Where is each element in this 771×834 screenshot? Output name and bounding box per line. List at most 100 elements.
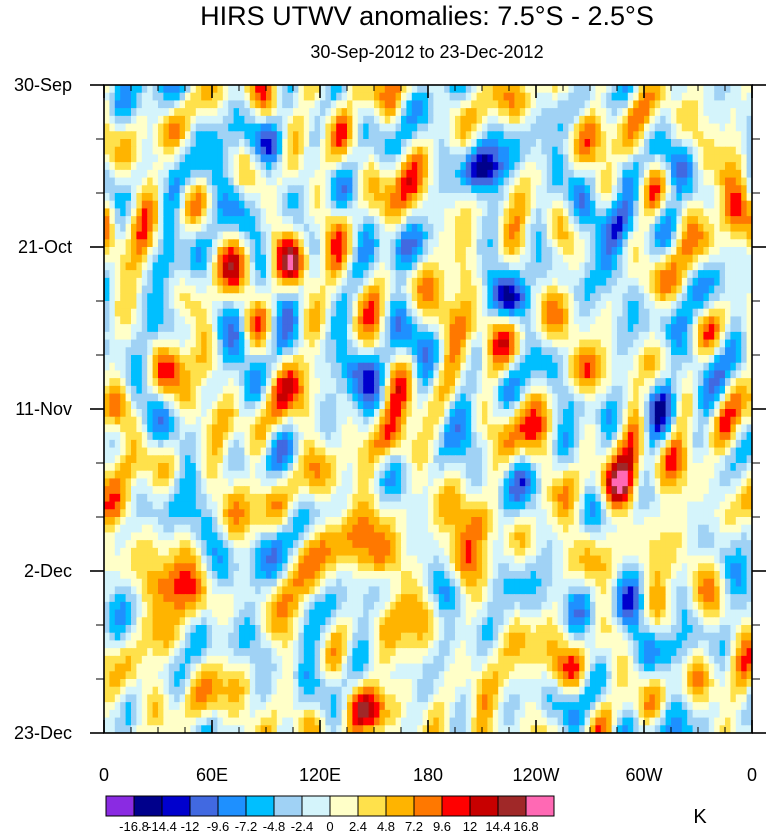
heatmap-cell (158, 247, 164, 256)
heatmap-cell (698, 131, 704, 140)
heatmap-cell (660, 347, 667, 356)
heatmap-cell (422, 254, 429, 264)
heatmap-cell (644, 293, 650, 302)
heatmap-cell (460, 100, 467, 109)
heatmap-cell (293, 385, 299, 395)
heatmap-cell (692, 231, 699, 240)
heatmap-cell (735, 293, 742, 302)
heatmap-cell (379, 223, 386, 233)
heatmap-cell (606, 254, 613, 264)
heatmap-cell (271, 193, 278, 202)
heatmap-cell (212, 270, 218, 279)
heatmap-cell (206, 108, 213, 117)
heatmap-cell (622, 223, 629, 233)
heatmap-cell (222, 347, 229, 356)
heatmap-cell (239, 324, 245, 333)
heatmap-cell (260, 92, 267, 102)
heatmap-cell (611, 177, 618, 186)
heatmap-cell (730, 339, 737, 348)
heatmap-cell (428, 301, 434, 310)
heatmap-cell (536, 277, 542, 287)
heatmap-cell (671, 277, 677, 287)
heatmap-cell (357, 108, 364, 117)
heatmap-cell (460, 115, 467, 125)
heatmap-cell (244, 231, 251, 240)
heatmap-cell (190, 324, 197, 333)
heatmap-cell (141, 293, 148, 302)
heatmap-cell (482, 154, 488, 163)
heatmap-cell (654, 331, 661, 341)
heatmap-cell (303, 100, 310, 109)
heatmap-cell (725, 123, 731, 132)
heatmap-cell (168, 277, 175, 287)
heatmap-cell (114, 169, 121, 179)
heatmap-cell (671, 216, 677, 225)
heatmap-cell (741, 347, 748, 356)
heatmap-cell (509, 123, 515, 132)
heatmap-cell (525, 200, 532, 210)
heatmap-cell (179, 100, 186, 109)
heatmap-cell (179, 370, 186, 379)
heatmap-cell (746, 146, 752, 156)
heatmap-cell (314, 362, 321, 372)
heatmap-cell (514, 254, 521, 264)
heatmap-cell (622, 162, 629, 171)
heatmap-cell (649, 208, 656, 217)
heatmap-cell (293, 92, 299, 102)
heatmap-cell (611, 223, 618, 233)
heatmap-cell (255, 108, 262, 117)
heatmap-cell (357, 401, 364, 410)
heatmap-cell (336, 401, 343, 410)
heatmap-cell (201, 385, 208, 395)
heatmap-cell (120, 208, 127, 217)
heatmap-cell (622, 293, 629, 302)
heatmap-cell (384, 177, 391, 186)
heatmap-cell (660, 100, 667, 109)
heatmap-cell (525, 169, 532, 179)
heatmap-cell (530, 301, 537, 310)
heatmap-cell (438, 239, 445, 248)
heatmap-cell (320, 355, 326, 364)
heatmap-cell (217, 92, 224, 102)
heatmap-cell (525, 355, 532, 364)
heatmap-cell (163, 169, 170, 179)
heatmap-cell (352, 239, 359, 248)
heatmap-cell (260, 85, 267, 94)
heatmap-cell (509, 362, 515, 372)
heatmap-cell (357, 293, 364, 302)
heatmap-cell (260, 293, 267, 302)
heatmap-cell (163, 92, 170, 102)
heatmap-cell (471, 85, 478, 94)
heatmap-cell (687, 239, 694, 248)
heatmap-cell (417, 362, 424, 372)
heatmap-cell (114, 200, 121, 210)
heatmap-cell (422, 216, 429, 225)
heatmap-cell (546, 308, 553, 318)
heatmap-cell (104, 231, 110, 240)
heatmap-cell (503, 254, 510, 264)
heatmap-cell (681, 362, 688, 372)
heatmap-cell (698, 154, 704, 163)
heatmap-cell (303, 285, 310, 294)
heatmap-cell (185, 277, 191, 287)
heatmap-cell (600, 254, 607, 264)
heatmap-cell (568, 362, 575, 372)
heatmap-cell (595, 339, 602, 348)
heatmap-cell (595, 277, 602, 287)
heatmap-cell (617, 131, 623, 140)
heatmap-cell (352, 247, 359, 256)
heatmap-cell (179, 216, 186, 225)
heatmap-cell (347, 100, 353, 109)
heatmap-cell (692, 185, 699, 194)
heatmap-cell (255, 216, 262, 225)
heatmap-cell (401, 308, 407, 318)
heatmap-cell (325, 185, 332, 194)
heatmap-cell (649, 85, 656, 94)
heatmap-cell (120, 270, 127, 279)
heatmap-cell (460, 254, 467, 264)
heatmap-cell (714, 123, 721, 132)
heatmap-cell (152, 331, 159, 341)
heatmap-cell (120, 139, 127, 148)
heatmap-cell (179, 193, 186, 202)
heatmap-cell (698, 216, 704, 225)
